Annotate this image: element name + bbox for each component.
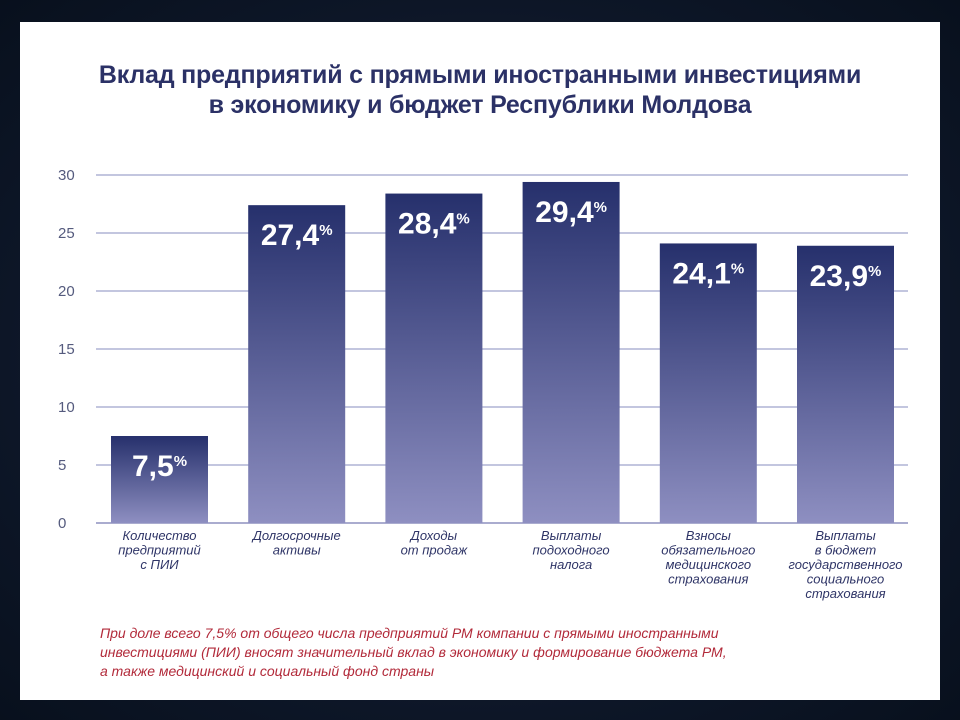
bar [522,181,620,523]
bar [248,205,346,523]
data-label-decimal: 4 [577,196,594,229]
category-label: Выплаты в бюджет государственного социально… [788,528,902,601]
data-label-main: 23, [810,260,852,293]
category-label: Количество предприятий с ПИИ [118,528,201,572]
data-label-unit: % [868,263,881,280]
category-label-line: от продаж [401,543,469,558]
category-label-line: Выплаты [541,528,602,543]
data-label-decimal: 1 [714,257,731,290]
category-label-line: Количество [122,528,196,543]
data-label-main: 7, [132,450,157,483]
bar [111,436,208,523]
data-label-unit: % [731,260,744,277]
footnote-line-1: При доле всего 7,5% от общего числа пред… [100,625,719,641]
data-label: 27,4% [261,219,333,252]
chart-title-line-2: в экономику и бюджет Республики Молдова [208,91,752,119]
category-label-line: обязательного [661,543,755,558]
y-tick-label: 30 [58,167,75,184]
data-label-unit: % [174,453,187,470]
category-label-line: активы [273,543,321,558]
footnote-line-3: а также медицинский и социальный фонд ст… [100,663,435,679]
data-label-unit: % [456,211,469,228]
data-label-decimal: 5 [157,450,174,483]
category-label-line: в бюджет [815,543,877,558]
data-label-main: 27, [261,219,303,252]
data-label: 29,4% [535,196,607,229]
category-label-line: государственного [788,557,902,572]
bar [385,193,483,523]
category-label: Доходы от продаж [401,528,469,558]
category-label-line: с ПИИ [140,557,179,572]
chart-title-line-1: Вклад предприятий с прямыми иностранными… [98,61,862,89]
data-label-unit: % [319,222,332,239]
y-tick-label: 20 [58,283,75,300]
footnote-line-2: инвестициями (ПИИ) вносят значительный в… [100,644,727,660]
data-label-main: 29, [535,196,577,229]
bar [797,245,894,523]
category-label: Взносы обязательного медицинского страхован… [661,528,755,587]
footnote: При доле всего 7,5% от общего числа пред… [100,624,860,681]
y-tick-label: 15 [58,341,75,358]
category-label: Долгосрочные активы [251,528,341,558]
data-label-main: 24, [672,257,714,290]
y-tick-label: 5 [58,457,66,474]
data-label: 24,1% [672,257,744,290]
category-label-line: Взносы [686,528,732,543]
y-tick-label: 10 [58,399,75,416]
slide: Вклад предприятий с прямыми иностранными… [20,22,940,700]
category-label-line: социального [807,572,885,587]
category-label-line: Доходы [409,528,458,543]
category-label-line: Выплаты [815,528,876,543]
category-label-line: страхования [805,586,885,601]
category-label: Выплаты подоходного налога [533,528,610,572]
data-label-unit: % [594,199,607,216]
y-tick-label: 25 [58,225,75,242]
data-label-decimal: 4 [303,219,320,252]
category-label-line: Долгосрочные [251,528,341,543]
category-label-line: медицинского [666,557,752,572]
category-label-line: налога [550,557,592,572]
bar [659,243,757,523]
chart-title: Вклад предприятий с прямыми иностранными… [20,60,940,120]
data-label: 7,5% [132,450,187,483]
data-label-decimal: 9 [851,260,868,293]
data-label-decimal: 4 [440,208,457,241]
data-label: 23,9% [810,260,882,293]
category-label-line: подоходного [533,543,610,558]
category-label-line: страхования [668,572,748,587]
y-tick-label: 0 [58,515,66,532]
data-label: 28,4% [398,208,470,241]
data-label-main: 28, [398,208,440,241]
category-label-line: предприятий [118,543,201,558]
